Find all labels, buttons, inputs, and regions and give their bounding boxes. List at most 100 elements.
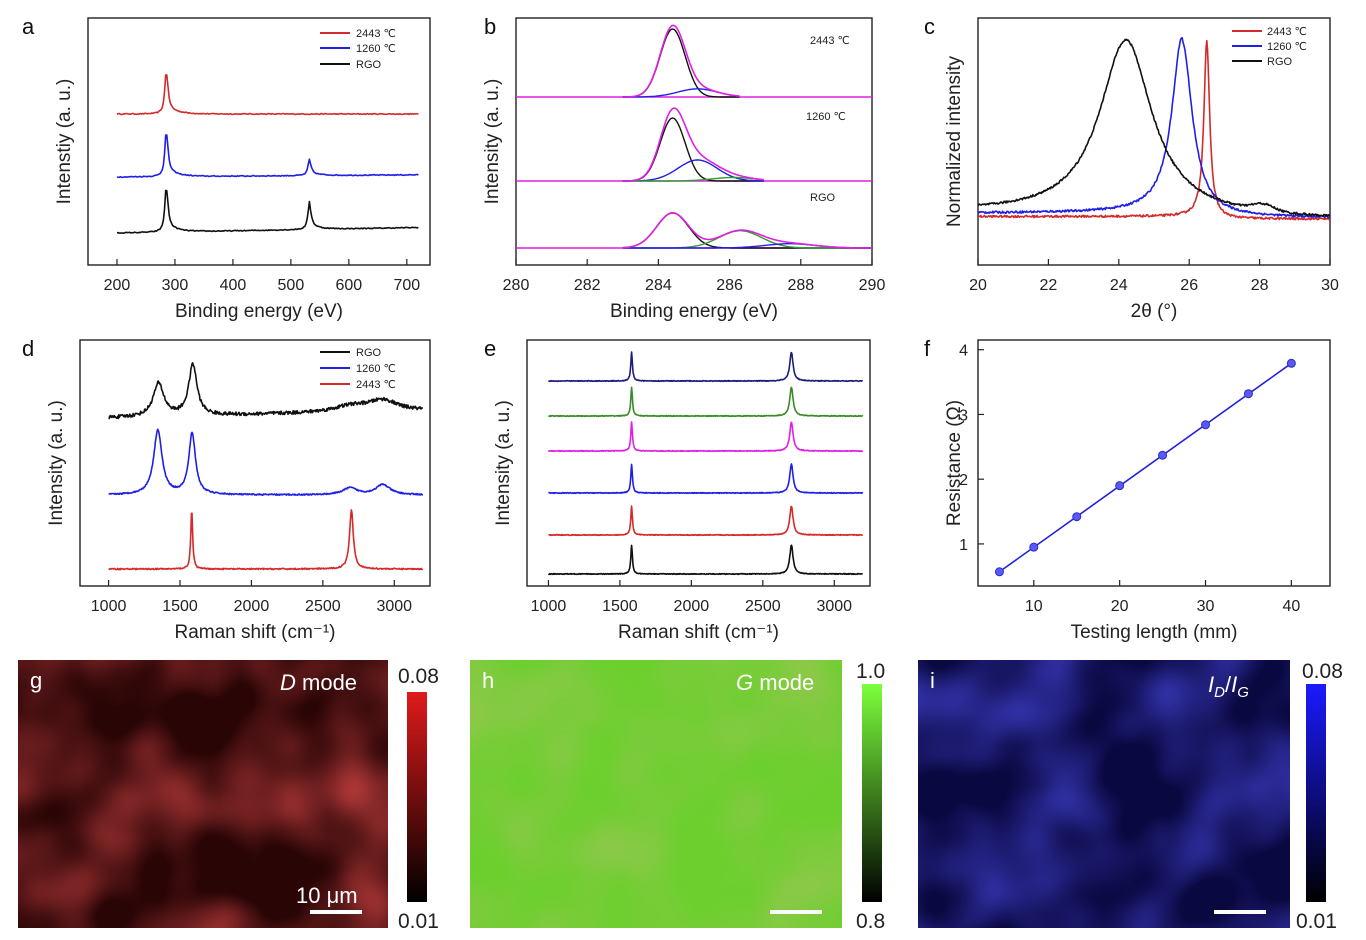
legend-a-label-1: 1260 ℃ (356, 43, 396, 55)
envelope-b-2 (622, 212, 871, 249)
point-f-5 (1201, 420, 1211, 430)
map-g-label: g (30, 668, 42, 693)
map-i-scalebar (1214, 910, 1266, 914)
series-e-0 (547, 351, 864, 383)
x-tick-label-f-3: 40 (1282, 598, 1300, 615)
chart-panel-e: 1000 1500 2000 2500 3000 Raman shift (cm⁻¹) In… (493, 339, 871, 643)
y-tick-label-f-1: 2 (959, 472, 968, 489)
x-tick-label-d-4: 3000 (376, 598, 412, 615)
x-tick-label-b-0: 280 (503, 277, 530, 294)
series-d-0 (108, 361, 424, 420)
map-i-title-slash: / (1225, 672, 1232, 697)
x-tick-label-b-2: 284 (645, 277, 672, 294)
plot-frame-f (977, 339, 1331, 587)
x-axis-label-d: Raman shift (cm⁻¹) (175, 622, 336, 643)
x-tick-label-a-3: 500 (278, 277, 305, 294)
series-a-0 (116, 74, 419, 116)
series-e-4 (548, 505, 864, 537)
plot-frame-d (79, 339, 431, 587)
point-f-4 (1158, 450, 1168, 460)
envelope-b-0 (622, 24, 740, 98)
point-f-1 (1029, 542, 1039, 552)
colorbar-g (407, 692, 427, 902)
map-i-title-sub1: D (1214, 684, 1225, 701)
x-tick-label-f-0: 10 (1025, 598, 1043, 615)
legend-c-label-2: RGO (1267, 56, 1293, 68)
legend-c-label-0: 2443 ℃ (1267, 26, 1307, 38)
colorbar-g-min: 0.01 (398, 910, 439, 933)
point-f-3 (1115, 481, 1125, 491)
x-axis-label-e: Raman shift (cm⁻¹) (618, 622, 779, 643)
colorbar-i (1306, 684, 1326, 902)
x-tick-label-c-1: 22 (1040, 277, 1058, 294)
x-tick-label-d-1: 1500 (162, 598, 198, 615)
plot-frame-b (515, 17, 873, 266)
series-e-2 (547, 421, 864, 453)
x-tick-label-a-2: 400 (220, 277, 247, 294)
map-g-title-italic: D (280, 670, 296, 695)
x-axis-label-b: Binding energy (eV) (610, 301, 778, 322)
colorbar-i-min: 0.01 (1296, 910, 1337, 933)
y-tick-label-f-3: 4 (959, 343, 968, 360)
y-tick-label-f-2: 3 (959, 407, 968, 424)
x-tick-label-b-3: 286 (716, 277, 743, 294)
map-i-label: i (930, 668, 935, 693)
component-b-1-2 (622, 176, 764, 182)
series-e-5 (547, 544, 864, 576)
series-c-1 (977, 36, 1331, 219)
series-e-3 (548, 463, 864, 495)
map-h-texture (470, 660, 842, 928)
x-tick-label-d-0: 1000 (91, 598, 127, 615)
map-i-title: ID/IG (1208, 672, 1249, 701)
map-panel-g: g D mode 10 μm 0.08 0.01 (18, 660, 439, 933)
x-tick-label-f-2: 30 (1197, 598, 1215, 615)
x-tick-label-e-3: 2500 (745, 598, 781, 615)
panel-label-a: a (22, 14, 35, 39)
annotation-b-0: 2443 ℃ (810, 35, 850, 47)
legend-a-label-2: RGO (356, 59, 382, 71)
map-i-texture (918, 660, 1290, 928)
map-h-title-italic: G (736, 670, 753, 695)
x-tick-label-a-0: 200 (104, 277, 131, 294)
fit-line-f (998, 362, 1292, 573)
x-tick-label-d-3: 2500 (305, 598, 341, 615)
series-c-2 (977, 38, 1331, 218)
colorbar-h-min: 0.8 (856, 910, 885, 933)
series-d-2 (108, 509, 424, 571)
x-tick-label-f-1: 20 (1111, 598, 1129, 615)
panel-label-c: c (924, 14, 935, 39)
y-axis-label-f: Resistance (Ω) (944, 400, 965, 526)
y-axis-label-d: Intensity (a. u.) (46, 400, 67, 526)
map-i-title-I2: I (1231, 672, 1237, 697)
chart-panel-d: 1000 1500 2000 2500 3000 Raman shift (cm⁻¹) In… (46, 339, 431, 643)
x-tick-label-c-2: 24 (1110, 277, 1128, 294)
series-d-1 (108, 428, 424, 497)
chart-panel-c: 20 22 24 26 28 30 2θ (°) Normalized intensity 24… (944, 17, 1339, 322)
series-e-1 (548, 386, 864, 418)
point-f-7 (1286, 358, 1296, 368)
annotation-b-2: RGO (810, 192, 836, 204)
x-tick-label-b-1: 282 (574, 277, 601, 294)
legend-a-label-0: 2443 ℃ (356, 28, 396, 40)
map-g-title-rest: mode (296, 670, 357, 695)
component-b-1-0 (622, 117, 764, 182)
map-panel-i: i ID/IG 0.08 0.01 (918, 660, 1343, 933)
x-tick-label-e-4: 3000 (816, 598, 852, 615)
map-g-title: D mode (280, 670, 357, 695)
point-f-0 (994, 567, 1004, 577)
colorbar-h (862, 684, 882, 902)
colorbar-h-max: 1.0 (856, 660, 885, 683)
x-axis-label-a: Binding energy (eV) (175, 301, 343, 322)
plot-frame-c (977, 17, 1331, 266)
x-tick-label-d-2: 2000 (234, 598, 270, 615)
x-tick-label-e-2: 2000 (674, 598, 710, 615)
legend-d-label-1: 1260 ℃ (356, 363, 396, 375)
x-tick-label-a-1: 300 (162, 277, 189, 294)
plot-frame-e (526, 339, 871, 587)
legend-d-label-2: 2443 ℃ (356, 379, 396, 391)
component-b-2-1 (622, 229, 871, 249)
x-tick-label-b-4: 288 (787, 277, 814, 294)
panel-label-f: f (924, 336, 931, 361)
legend-d-label-0: RGO (356, 347, 382, 359)
